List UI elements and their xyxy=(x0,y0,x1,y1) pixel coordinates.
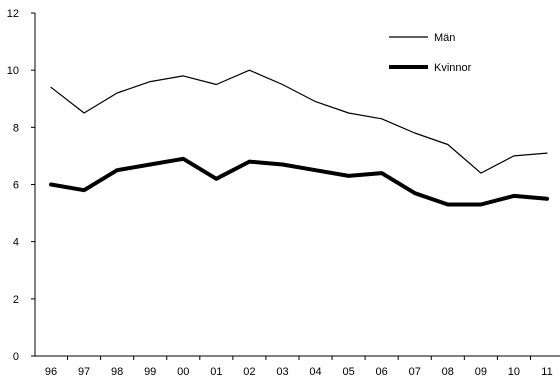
y-tick-label: 6 xyxy=(13,180,19,192)
x-tick-label: 00 xyxy=(177,366,189,378)
x-tick-label: 01 xyxy=(210,366,222,378)
y-tick-label: 10 xyxy=(7,65,19,77)
x-tick-label: 98 xyxy=(111,366,123,378)
x-tick-label: 99 xyxy=(144,366,156,378)
x-tick-label: 02 xyxy=(243,366,255,378)
series-line-man xyxy=(50,69,548,174)
x-tick-label: 03 xyxy=(276,366,288,378)
x-tick-label: 10 xyxy=(508,366,520,378)
series-line-kvinnor xyxy=(49,156,549,207)
x-tick-label: 04 xyxy=(309,366,321,378)
legend: Män Kvinnor xyxy=(389,32,472,74)
x-tick-label: 09 xyxy=(475,366,487,378)
series-layer xyxy=(49,69,549,207)
y-tick-label: 0 xyxy=(13,351,19,363)
legend-label: Män xyxy=(434,32,455,44)
y-tick-label: 8 xyxy=(13,122,19,134)
x-tick-label: 96 xyxy=(45,366,57,378)
y-tick-label: 2 xyxy=(13,294,19,306)
x-tick-label: 97 xyxy=(78,366,90,378)
x-tick-label: 07 xyxy=(409,366,421,378)
x-tick-label: 06 xyxy=(376,366,388,378)
legend-label: Kvinnor xyxy=(434,62,472,74)
y-tick-label: 4 xyxy=(13,237,19,249)
x-tick-label: 05 xyxy=(342,366,354,378)
x-tick-label: 08 xyxy=(442,366,454,378)
y-tick-label: 12 xyxy=(7,8,19,20)
x-tick-label: 11 xyxy=(541,366,552,378)
